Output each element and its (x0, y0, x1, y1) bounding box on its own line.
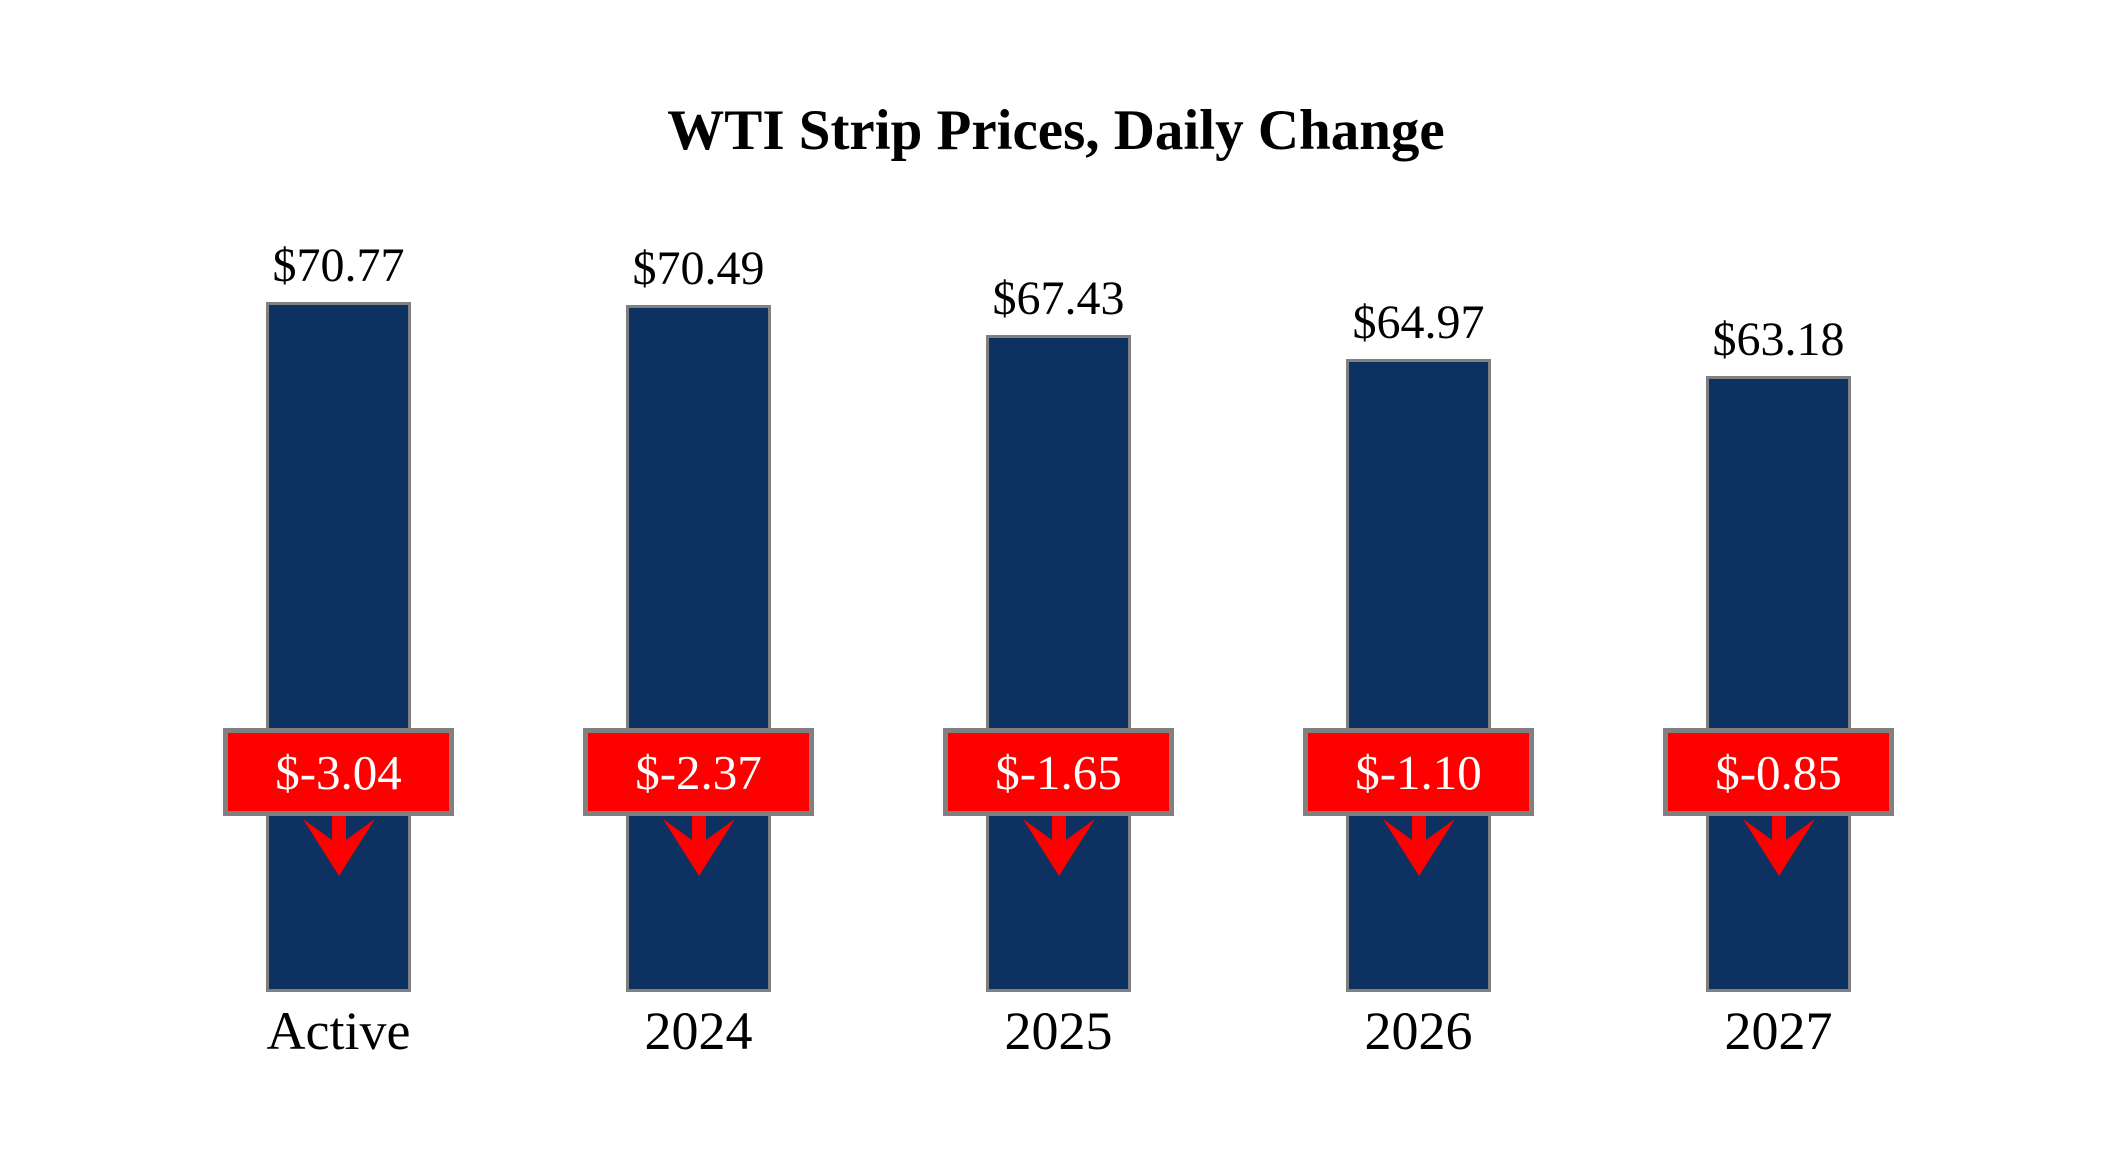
bar-active (266, 302, 411, 992)
bar-value-label: $64.97 (1352, 296, 1485, 349)
daily-change-badge: $-3.04 (223, 728, 454, 816)
down-arrow-icon (662, 816, 735, 876)
bar-value-label: $70.77 (272, 239, 405, 292)
category-label-2025: 2025 (1004, 1001, 1113, 1061)
down-arrow-icon (1022, 816, 1095, 876)
bar-2025 (986, 335, 1131, 992)
bar-value-label: $70.49 (632, 242, 765, 295)
category-label-2026: 2026 (1364, 1001, 1473, 1061)
bar-2027 (1706, 376, 1851, 992)
category-label-2024: 2024 (644, 1001, 753, 1061)
daily-change-badge: $-1.65 (943, 728, 1174, 816)
bar-2026 (1346, 359, 1491, 992)
down-arrow-icon (302, 816, 375, 876)
daily-change-badge: $-2.37 (583, 728, 814, 816)
bar-2024 (626, 305, 771, 992)
down-arrow-icon (1742, 816, 1815, 876)
bar-value-label: $63.18 (1712, 313, 1845, 366)
category-label-2027: 2027 (1724, 1001, 1833, 1061)
daily-change-badge: $-1.10 (1303, 728, 1534, 816)
bar-value-label: $67.43 (992, 272, 1125, 325)
category-label-active: Active (266, 1001, 411, 1061)
down-arrow-icon (1382, 816, 1455, 876)
daily-change-badge: $-0.85 (1663, 728, 1894, 816)
chart-title: WTI Strip Prices, Daily Change (667, 99, 1445, 162)
